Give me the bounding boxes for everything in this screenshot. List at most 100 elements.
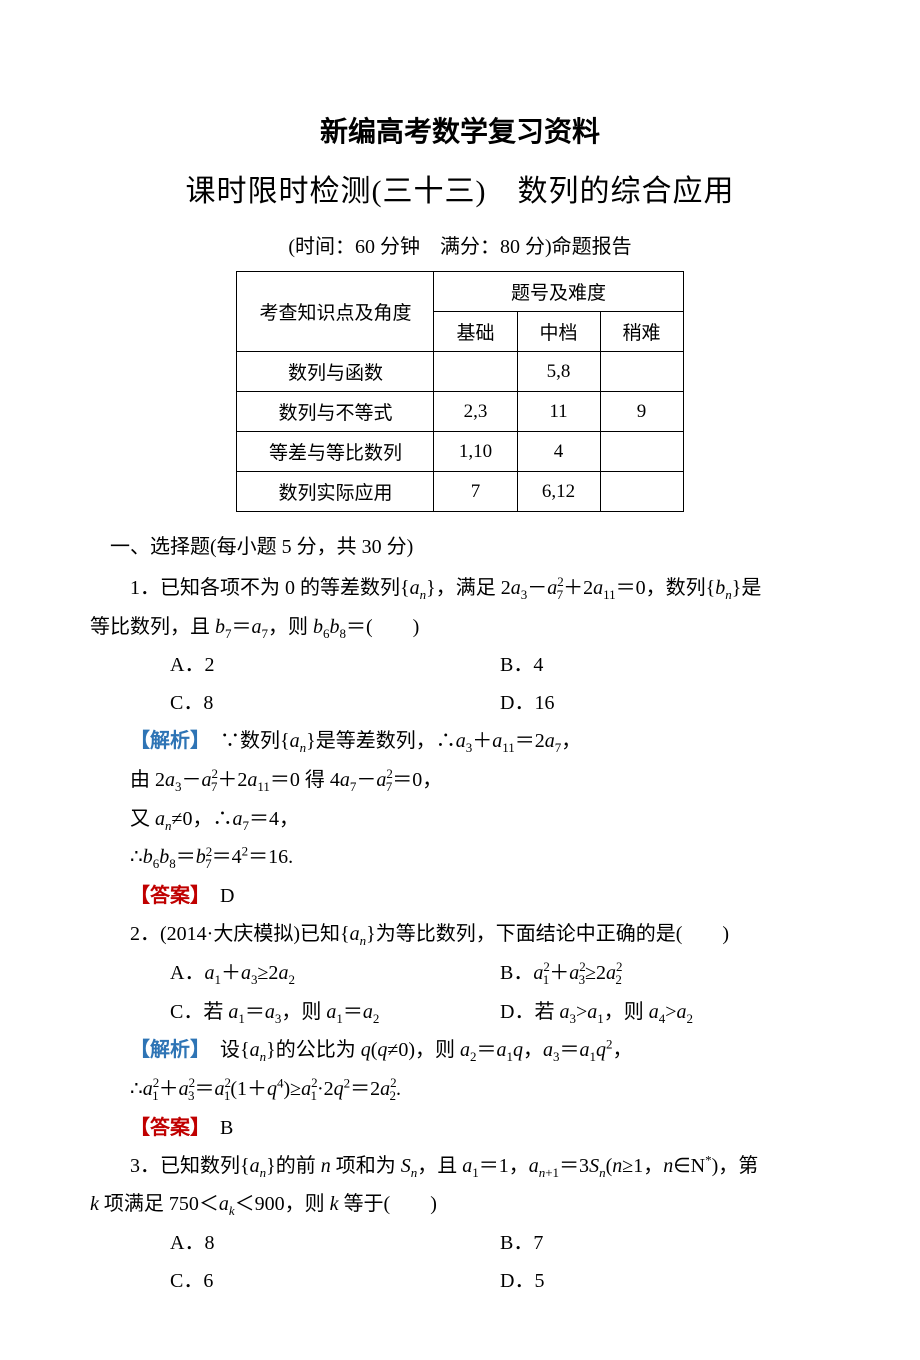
text: ∴ bbox=[130, 1078, 143, 1100]
table-cell bbox=[600, 352, 683, 392]
q1-option-a: A．2 bbox=[170, 646, 500, 684]
q1-analysis-3: 又 an≠0，∴a7＝4， bbox=[90, 800, 830, 839]
table-cell bbox=[434, 352, 517, 392]
text: ∴ bbox=[130, 846, 143, 868]
text: ＝2 bbox=[350, 1078, 380, 1100]
table-col-0: 基础 bbox=[434, 312, 517, 352]
text: ＝ bbox=[245, 1001, 265, 1023]
text: }的前 bbox=[266, 1155, 321, 1177]
table-cell: 2,3 bbox=[434, 392, 517, 432]
q1-options-row2: C．8 D．16 bbox=[90, 684, 830, 722]
text: (1＋ bbox=[230, 1078, 267, 1100]
analysis-label: 解析 bbox=[150, 730, 190, 752]
time-info: (时间：60 分钟 满分：80 分)命题报告 bbox=[90, 230, 830, 259]
answer-label: 答案 bbox=[150, 885, 190, 907]
q3-option-d: D．5 bbox=[500, 1262, 830, 1300]
text: . bbox=[396, 1078, 401, 1100]
text: D．若 bbox=[500, 1001, 559, 1023]
page: 新编高考数学复习资料 课时限时检测(三十三) 数列的综合应用 (时间：60 分钟… bbox=[0, 0, 920, 1360]
answer-value: D bbox=[200, 885, 234, 907]
text: )≥ bbox=[283, 1078, 301, 1100]
text: ＝ bbox=[194, 1078, 214, 1100]
text: ，且 bbox=[417, 1155, 462, 1177]
text: ＝ bbox=[232, 616, 252, 638]
q1-analysis-4: ∴b6b8＝b27＝42＝16. bbox=[90, 838, 830, 877]
q2-option-b: B．a21＋a23≥2a22 bbox=[500, 954, 830, 993]
table-header-main: 考查知识点及角度 bbox=[237, 272, 434, 352]
table-cell: 5,8 bbox=[517, 352, 600, 392]
text: 项满足 750＜ bbox=[99, 1193, 219, 1215]
text: － bbox=[182, 769, 202, 791]
text: 项和为 bbox=[331, 1155, 401, 1177]
q2-option-c: C．若 a1＝a3，则 a1＝a2 bbox=[170, 993, 500, 1032]
table-row: 数列与不等式 2,3 11 9 bbox=[237, 392, 683, 432]
q1-option-d: D．16 bbox=[500, 684, 830, 722]
q2-analysis-2: ∴a21＋a23＝a21(1＋q4)≥a21·2q2＝2a22. bbox=[90, 1070, 830, 1109]
q2-options-row1: A．a1＋a3≥2a2 B．a21＋a23≥2a22 bbox=[90, 954, 830, 993]
text: ≥2 bbox=[585, 962, 606, 984]
text: }是等差数列，∴ bbox=[306, 730, 456, 752]
text: ＝0， bbox=[392, 769, 442, 791]
table-row-label: 数列与不等式 bbox=[237, 392, 434, 432]
text: ＝ bbox=[560, 1039, 580, 1061]
text: ·2 bbox=[317, 1078, 334, 1100]
q2-answer: 【答案】 B bbox=[90, 1109, 830, 1147]
table-cell: 4 bbox=[517, 432, 600, 472]
text: 又 bbox=[130, 808, 155, 830]
text: }的公比为 bbox=[266, 1039, 361, 1061]
text: 1．已知各项不为 0 的等差数列{ bbox=[130, 577, 410, 599]
text: ＝( ) bbox=[346, 616, 419, 638]
q1-option-c: C．8 bbox=[170, 684, 500, 722]
table-col-1: 中档 bbox=[517, 312, 600, 352]
text: ，则 bbox=[268, 616, 313, 638]
text: ∵数列{ bbox=[200, 730, 290, 752]
subtitle-part-c: 检测(三十三) 数列的综合应用 bbox=[310, 175, 735, 208]
q3-option-c: C．6 bbox=[170, 1262, 500, 1300]
text: ＋2 bbox=[217, 769, 247, 791]
text: ＜900，则 bbox=[235, 1193, 330, 1215]
doc-title: 新编高考数学复习资料 bbox=[90, 110, 830, 150]
text: }是 bbox=[732, 577, 762, 599]
text: ＋ bbox=[221, 962, 241, 984]
table-row: 数列与函数 5,8 bbox=[237, 352, 683, 392]
text: ∈N bbox=[673, 1155, 705, 1177]
text: 等于( ) bbox=[339, 1193, 437, 1215]
text: }，满足 2 bbox=[426, 577, 511, 599]
q1-options-row1: A．2 B．4 bbox=[90, 646, 830, 684]
subtitle-part-a: 课时 bbox=[186, 175, 248, 208]
text: ＝4 bbox=[212, 846, 242, 868]
text: ＝16. bbox=[248, 846, 293, 868]
table-row: 数列实际应用 7 6,12 bbox=[237, 472, 683, 512]
text: A． bbox=[170, 962, 204, 984]
text: > bbox=[665, 1001, 676, 1023]
table-header-group: 题号及难度 bbox=[434, 272, 683, 312]
text: }为等比数列，下面结论中正确的是( ) bbox=[366, 923, 729, 945]
subtitle-part-b: 限时 bbox=[248, 175, 310, 208]
answer-label: 答案 bbox=[150, 1117, 190, 1139]
q2-options-row2: C．若 a1＝a3，则 a1＝a2 D．若 a3>a1，则 a4>a2 bbox=[90, 993, 830, 1032]
text: 2．(2014·大庆模拟)已知{ bbox=[130, 923, 350, 945]
text: ＝ bbox=[477, 1039, 497, 1061]
text: )，第 bbox=[712, 1155, 759, 1177]
q1-analysis-2: 由 2a3－a27＋2a11＝0 得 4a7－a27＝0， bbox=[90, 761, 830, 800]
text: ＋ bbox=[159, 1078, 179, 1100]
table-row: 等差与等比数列 1,10 4 bbox=[237, 432, 683, 472]
answer-value: B bbox=[200, 1117, 233, 1139]
text: ＝ bbox=[176, 846, 196, 868]
q1-stem-line1: 1．已知各项不为 0 的等差数列{an}，满足 2a3－a27＋2a11＝0，数… bbox=[90, 569, 830, 608]
q3-option-a: A．8 bbox=[170, 1224, 500, 1262]
text: 3．已知数列{ bbox=[130, 1155, 250, 1177]
text: ≥1， bbox=[622, 1155, 663, 1177]
text: ≥2 bbox=[257, 962, 278, 984]
text: ＝ bbox=[343, 1001, 363, 1023]
section-1-heading: 一、选择题(每小题 5 分，共 30 分) bbox=[90, 530, 830, 559]
q3-options-row1: A．8 B．7 bbox=[90, 1224, 830, 1262]
text: 由 2 bbox=[130, 769, 165, 791]
table-cell: 1,10 bbox=[434, 432, 517, 472]
text: ＝0 得 4 bbox=[270, 769, 340, 791]
text: B． bbox=[500, 962, 533, 984]
q1-analysis-1: 【解析】 ∵数列{an}是等差数列，∴a3＋a11＝2a7， bbox=[90, 722, 830, 761]
text: ≠0)，则 bbox=[387, 1039, 460, 1061]
table-cell bbox=[600, 432, 683, 472]
q1-option-b: B．4 bbox=[500, 646, 830, 684]
